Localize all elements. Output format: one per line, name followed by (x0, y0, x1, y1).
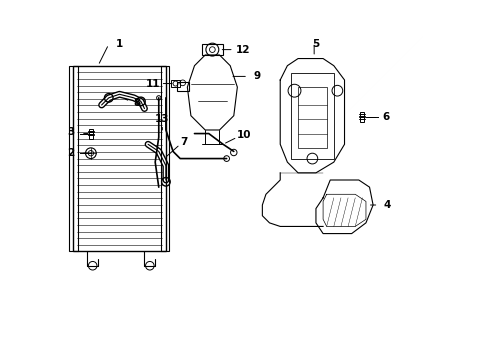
Bar (89, 129, 93, 139)
Polygon shape (280, 59, 344, 173)
Bar (290, 73, 333, 158)
Bar (360, 112, 364, 122)
Bar (171, 80, 180, 87)
Text: 7: 7 (180, 138, 187, 148)
Bar (73, 66, 165, 251)
Text: 4: 4 (383, 200, 390, 210)
Text: 11: 11 (146, 78, 161, 89)
Bar (201, 44, 223, 55)
Bar (160, 66, 169, 251)
Text: 13: 13 (155, 114, 169, 124)
Text: 12: 12 (235, 45, 249, 55)
Text: 8: 8 (133, 98, 141, 108)
Text: 3: 3 (67, 127, 75, 137)
Bar (69, 66, 78, 251)
Text: 9: 9 (253, 71, 260, 81)
Bar (298, 87, 326, 148)
Text: 1: 1 (116, 39, 123, 49)
Text: 6: 6 (381, 112, 388, 122)
Text: 10: 10 (237, 130, 251, 140)
Bar (176, 82, 189, 91)
Text: 5: 5 (312, 39, 319, 49)
Polygon shape (315, 180, 372, 234)
Text: 2: 2 (67, 148, 75, 158)
